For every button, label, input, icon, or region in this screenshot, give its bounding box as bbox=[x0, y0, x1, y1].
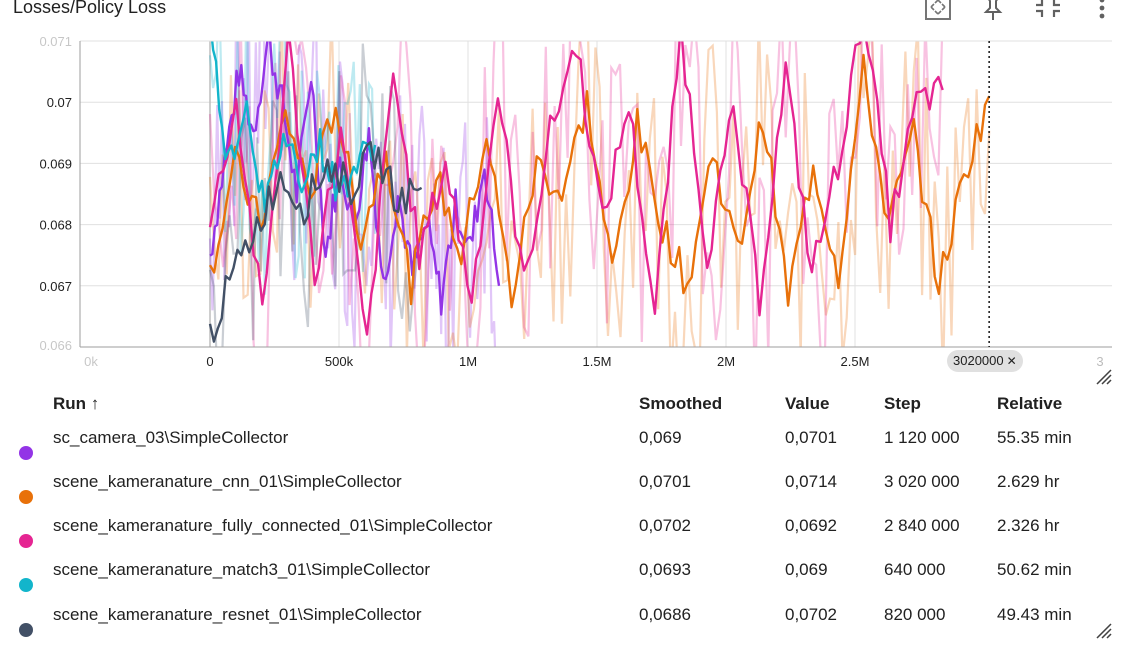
raw-value: 0,0714 bbox=[785, 472, 837, 491]
raw-series-line bbox=[208, 43, 423, 347]
table-row[interactable]: scene_kameranature_fully_connected_01\Si… bbox=[0, 516, 1122, 560]
table-row[interactable]: scene_kameranature_cnn_01\SimpleCollecto… bbox=[0, 472, 1122, 516]
run-name: sc_camera_03\SimpleCollector bbox=[53, 428, 289, 447]
smoothed-value: 0,0686 bbox=[639, 605, 691, 624]
table-row[interactable]: scene_kameranature_resnet_01\SimpleColle… bbox=[0, 605, 1122, 649]
x-tick-label: 0 bbox=[206, 354, 213, 369]
value-column-header[interactable]: Value bbox=[785, 394, 830, 413]
collapse-icon[interactable] bbox=[1032, 0, 1064, 24]
y-tick-label: 0.068 bbox=[39, 218, 72, 233]
close-icon[interactable]: ✕ bbox=[1006, 354, 1017, 368]
x-tick-label-clipped: 0k bbox=[84, 354, 98, 369]
table-row[interactable]: scene_kameranature_match3_01\SimpleColle… bbox=[0, 560, 1122, 604]
y-tick-label-clipped: 0.071 bbox=[39, 34, 72, 49]
raw-value: 0,0701 bbox=[785, 428, 837, 447]
run-color-dot bbox=[19, 534, 33, 548]
run-name: scene_kameranature_cnn_01\SimpleCollecto… bbox=[53, 472, 402, 491]
smoothed-value: 0,0693 bbox=[639, 560, 691, 579]
step-cursor-chip[interactable]: 3020000 ✕ bbox=[947, 350, 1023, 372]
resize-handle-icon[interactable] bbox=[1093, 620, 1113, 645]
raw-series-line bbox=[208, 41, 991, 347]
run-color-dot bbox=[19, 490, 33, 504]
x-tick-label: 1M bbox=[459, 354, 477, 369]
relative-time: 50.62 min bbox=[997, 560, 1072, 579]
raw-value: 0,0692 bbox=[785, 516, 837, 535]
smoothed-value: 0,0702 bbox=[639, 516, 691, 535]
y-tick-label: 0.07 bbox=[47, 95, 72, 110]
raw-value: 0,0702 bbox=[785, 605, 837, 624]
table-row[interactable]: sc_camera_03\SimpleCollector 0,069 0,070… bbox=[0, 428, 1122, 472]
run-color-dot bbox=[19, 623, 33, 637]
more-vert-icon[interactable] bbox=[1086, 0, 1118, 24]
step-cursor-value: 3020000 bbox=[953, 353, 1004, 368]
run-column-header[interactable]: Run ↑ bbox=[53, 394, 100, 413]
run-name: scene_kameranature_fully_connected_01\Si… bbox=[53, 516, 493, 535]
step-value: 640 000 bbox=[884, 560, 946, 579]
step-value: 3 020 000 bbox=[884, 472, 960, 491]
card-title: Losses/Policy Loss bbox=[13, 0, 167, 17]
relative-time: 2.326 hr bbox=[997, 516, 1060, 535]
smoothed-series-layer bbox=[208, 41, 991, 343]
y-tick-label-clipped: 0.066 bbox=[39, 338, 72, 353]
x-tick-label: 1.5M bbox=[583, 354, 612, 369]
run-name: scene_kameranature_resnet_01\SimpleColle… bbox=[53, 605, 422, 624]
step-column-header[interactable]: Step bbox=[884, 394, 921, 413]
smoothed-series-line bbox=[208, 140, 423, 343]
run-color-dot bbox=[19, 446, 33, 460]
x-tick-label-clipped: 3 bbox=[1096, 354, 1103, 369]
y-tick-label: 0.069 bbox=[39, 156, 72, 171]
relative-column-header[interactable]: Relative bbox=[997, 394, 1063, 413]
run-color-dot bbox=[19, 578, 33, 592]
grid bbox=[80, 41, 1112, 347]
x-tick-label: 500k bbox=[325, 354, 354, 369]
relative-time: 2.629 hr bbox=[997, 472, 1060, 491]
pin-icon[interactable] bbox=[977, 0, 1009, 24]
run-name: scene_kameranature_match3_01\SimpleColle… bbox=[53, 560, 431, 579]
smoothed-series-line bbox=[208, 41, 944, 336]
raw-value: 0,069 bbox=[785, 560, 828, 579]
x-tick-label: 2M bbox=[717, 354, 735, 369]
resize-handle-icon[interactable] bbox=[1093, 366, 1113, 391]
step-value: 1 120 000 bbox=[884, 428, 960, 447]
step-value: 820 000 bbox=[884, 605, 946, 624]
x-tick-label: 2.5M bbox=[841, 354, 870, 369]
smoothed-value: 0,0701 bbox=[639, 472, 691, 491]
raw-series-line bbox=[208, 41, 944, 347]
relative-time: 49.43 min bbox=[997, 605, 1072, 624]
smoothed-value: 0,069 bbox=[639, 428, 682, 447]
fit-domain-icon[interactable] bbox=[922, 0, 954, 24]
smoothed-series-line bbox=[211, 41, 377, 213]
y-tick-label: 0.067 bbox=[39, 279, 72, 294]
step-value: 2 840 000 bbox=[884, 516, 960, 535]
raw-series-line bbox=[208, 41, 377, 295]
relative-time: 55.35 min bbox=[997, 428, 1072, 447]
smoothed-column-header[interactable]: Smoothed bbox=[639, 394, 723, 413]
